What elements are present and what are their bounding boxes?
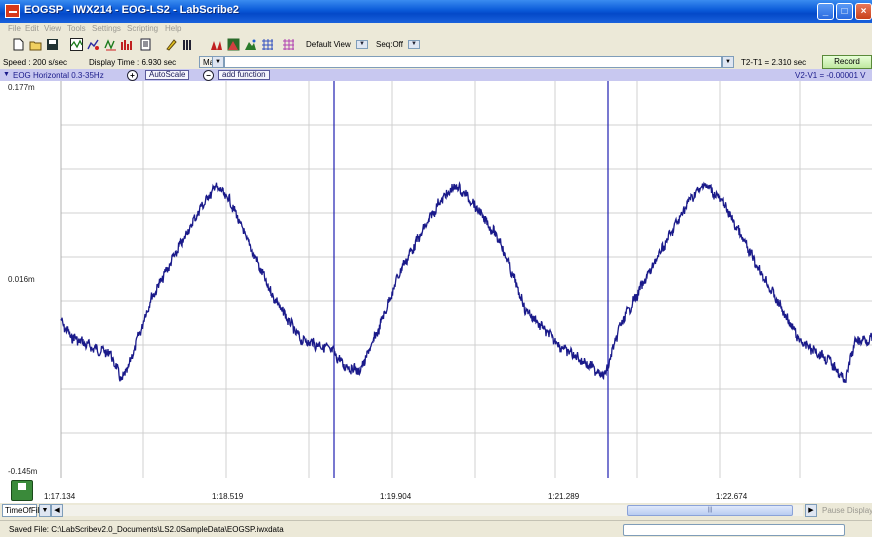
time-tick: 1:22.674 — [716, 492, 748, 501]
menu-tools[interactable]: Tools — [67, 24, 86, 33]
view-dropdown-arrow[interactable]: ▼ — [356, 40, 368, 49]
close-button[interactable]: × — [855, 3, 872, 20]
voltage-difference: V2-V1 = -0.00001 V — [795, 71, 866, 80]
eog-trace — [60, 181, 872, 384]
mark-label: Mark — [203, 58, 221, 67]
menu-help[interactable]: Help — [165, 24, 182, 33]
toolbar: Default View ▼ Seq:Off ▼ — [0, 36, 872, 54]
journal-icon[interactable] — [139, 38, 152, 51]
channel-collapse-icon[interactable]: ▼ — [3, 71, 10, 78]
mark-text-field[interactable] — [224, 56, 722, 68]
waveform-view-icon[interactable] — [70, 38, 83, 51]
grid-channels-icon[interactable] — [261, 38, 274, 51]
peaks-icon[interactable] — [227, 38, 240, 51]
channel-name[interactable]: EOG Horizontal 0.3-35Hz — [13, 71, 104, 80]
xy-view-icon[interactable] — [87, 38, 100, 51]
title-bar: EOGSP - IWX214 - EOG-LS2 - LabScribe2 _ … — [0, 0, 872, 23]
status-text: Saved File: C:\LabScribev2.0_Documents\L… — [9, 525, 284, 534]
plot-area[interactable]: 0.177m 0.016m -0.145m — [0, 81, 872, 478]
menu-view[interactable]: View — [44, 24, 62, 33]
time-tick: 1:21.289 — [548, 492, 580, 501]
time-scrollbar-track[interactable] — [63, 505, 803, 516]
mark-dropdown-arrow[interactable]: ▼ — [212, 56, 224, 68]
time-difference: T2-T1 = 2.310 sec — [741, 58, 807, 67]
time-tick: 1:17.134 — [44, 492, 76, 501]
eog-trace-plot[interactable] — [0, 81, 872, 478]
mark-list-dropdown-arrow[interactable]: ▼ — [722, 56, 734, 68]
progress-bar — [623, 524, 845, 536]
time-scrollbar-thumb[interactable]: ||| — [627, 505, 793, 516]
add-function-button[interactable]: add function — [218, 70, 270, 80]
minimize-button[interactable]: _ — [817, 3, 834, 20]
analysis-view-icon[interactable] — [104, 38, 117, 51]
new-file-icon[interactable] — [12, 38, 25, 51]
menu-edit[interactable]: Edit — [25, 24, 39, 33]
view-selector[interactable]: Default View — [306, 40, 351, 49]
menu-bar: File Edit View Tools Settings Scripting … — [0, 23, 872, 36]
status-bar: Saved File: C:\LabScribev2.0_Documents\L… — [0, 520, 872, 537]
y-axis-mid-label: 0.016m — [8, 275, 35, 284]
window-title: EOGSP - IWX214 - EOG-LS2 - LabScribe2 — [24, 4, 239, 16]
scroll-left-button[interactable]: ◀ — [51, 504, 63, 517]
zoom-in-icon[interactable]: + — [127, 70, 138, 81]
channel-bar: ▼ EOG Horizontal 0.3-35Hz + AutoScale − … — [0, 69, 872, 81]
speed-label[interactable]: Speed : 200 s/sec — [3, 58, 68, 67]
app-icon — [5, 4, 20, 18]
zoom-out-icon[interactable]: − — [203, 70, 214, 81]
record-button[interactable]: Record — [822, 55, 872, 69]
menu-scripting[interactable]: Scripting — [127, 24, 159, 33]
y-axis-top-label: 0.177m — [8, 83, 35, 92]
time-axis: 1:17.134 1:18.519 1:19.904 1:21.289 1:22… — [0, 478, 872, 503]
time-mode-dropdown-arrow[interactable]: ▼ — [39, 504, 51, 517]
grid-overlay-icon[interactable] — [282, 38, 295, 51]
menu-settings[interactable]: Settings — [92, 24, 121, 33]
y-axis-bottom-label: -0.145m — [8, 467, 38, 476]
acquisition-controls: Speed : 200 s/sec Display Time : 6.930 s… — [0, 55, 872, 69]
time-tick: 1:19.904 — [380, 492, 412, 501]
save-data-icon[interactable] — [11, 480, 33, 501]
save-icon[interactable] — [46, 38, 59, 51]
spikes-icon[interactable] — [210, 38, 223, 51]
display-time-label[interactable]: Display Time : 6.930 sec — [89, 58, 177, 67]
marker-pen-icon[interactable] — [165, 38, 178, 51]
pause-display-button[interactable]: Pause Display — [822, 506, 872, 515]
maximize-button[interactable]: □ — [836, 3, 853, 20]
seq-dropdown-arrow[interactable]: ▼ — [408, 40, 420, 49]
autoscale-button[interactable]: AutoScale — [145, 70, 190, 80]
bars-icon[interactable] — [182, 38, 195, 51]
menu-file[interactable]: File — [8, 24, 21, 33]
mountain-icon[interactable] — [244, 38, 257, 51]
open-folder-icon[interactable] — [29, 38, 42, 51]
fft-view-icon[interactable] — [121, 38, 134, 51]
seq-selector[interactable]: Seq:Off — [376, 40, 403, 49]
scroll-right-button[interactable]: ▶ — [805, 504, 817, 517]
time-scroll-row: TimeOfFile ▼ ◀ ||| ▶ Pause Display — [0, 503, 872, 518]
time-mode-select[interactable]: TimeOfFile — [2, 504, 44, 517]
time-tick: 1:18.519 — [212, 492, 244, 501]
